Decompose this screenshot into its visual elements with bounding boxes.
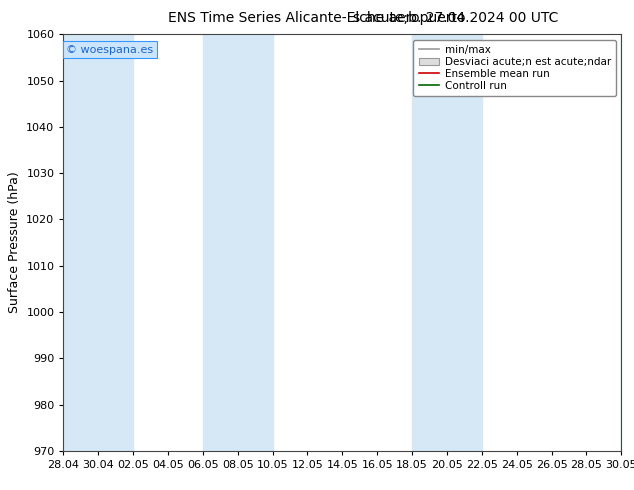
Y-axis label: Surface Pressure (hPa): Surface Pressure (hPa): [8, 172, 21, 314]
Text: © woespana.es: © woespana.es: [66, 45, 153, 55]
Legend: min/max, Desviaci acute;n est acute;ndar, Ensemble mean run, Controll run: min/max, Desviaci acute;n est acute;ndar…: [413, 40, 616, 96]
Text: s acute;b. 27.04.2024 00 UTC: s acute;b. 27.04.2024 00 UTC: [353, 11, 558, 25]
Bar: [203, 34, 273, 451]
Bar: [63, 34, 133, 451]
Bar: [412, 34, 482, 451]
Text: ENS Time Series Alicante-Elche aeropuerto: ENS Time Series Alicante-Elche aeropuert…: [168, 11, 466, 25]
